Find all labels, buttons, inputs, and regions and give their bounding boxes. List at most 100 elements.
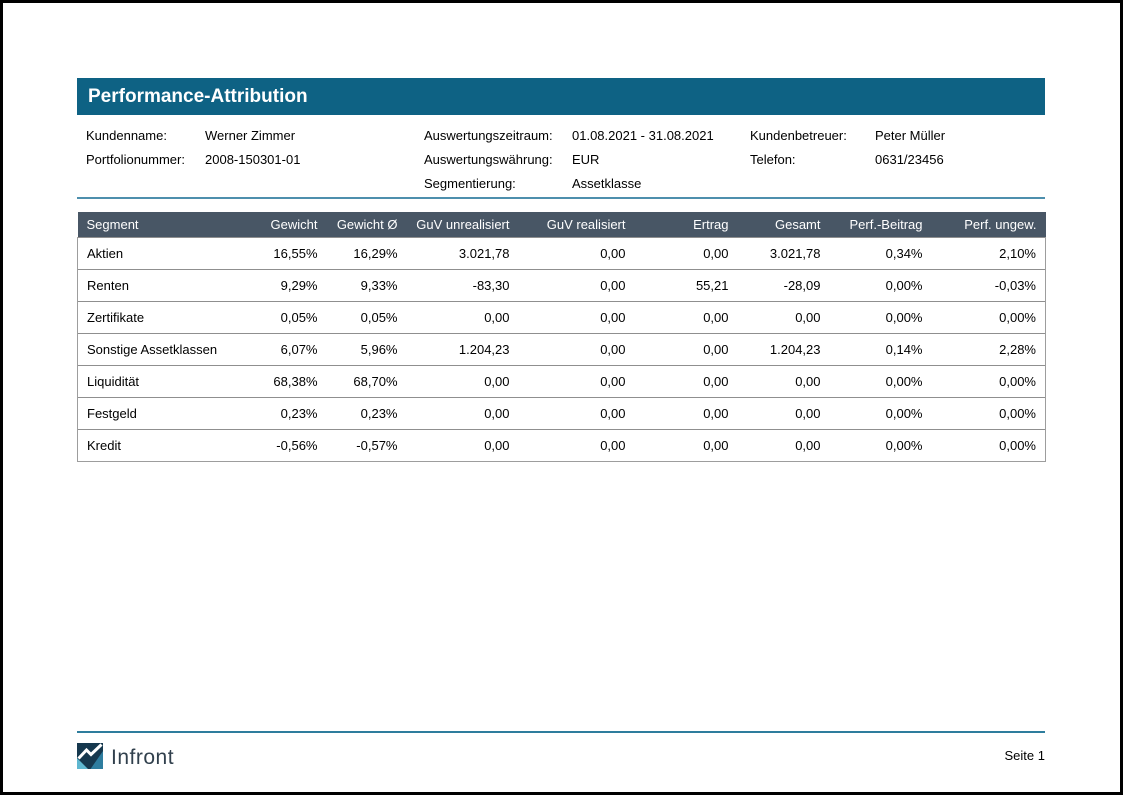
column-header-guv-realisiert: GuV realisiert xyxy=(518,212,635,238)
table-row: Festgeld 0,23% 0,23% 0,00 0,00 0,00 0,00 0,00% 0… xyxy=(77,397,1046,430)
value-cell: 0,00 xyxy=(634,237,738,270)
value-cell: 0,00% xyxy=(829,365,932,398)
segment-cell: Zertifikate xyxy=(77,301,239,334)
segment-cell: Renten xyxy=(77,269,239,302)
value-cell: -0,56% xyxy=(238,429,327,462)
infront-logo-icon xyxy=(77,743,103,769)
page-number: Seite 1 xyxy=(1004,748,1045,763)
value-cell: 0,00 xyxy=(406,365,519,398)
value-cell: 0,00 xyxy=(518,333,635,366)
segment-table: Segment Gewicht Gewicht Ø GuV unrealisie… xyxy=(77,212,1046,462)
value-cell: 0,00% xyxy=(829,269,932,302)
value-cell: 0,00% xyxy=(829,429,932,462)
kundenname-label: Kundenname: xyxy=(86,128,167,143)
column-header-gewicht: Gewicht xyxy=(238,212,327,238)
value-cell: 3.021,78 xyxy=(737,237,830,270)
value-cell: 0,14% xyxy=(829,333,932,366)
value-cell: 0,00 xyxy=(518,237,635,270)
kundenname-value: Werner Zimmer xyxy=(205,128,296,143)
value-cell: 68,38% xyxy=(238,365,327,398)
zeitraum-label: Auswertungszeitraum: xyxy=(424,128,553,143)
table-row: Kredit -0,56% -0,57% 0,00 0,00 0,00 0,00 0,00% 0… xyxy=(77,429,1046,462)
column-header-perf-beitrag: Perf.-Beitrag xyxy=(829,212,932,238)
value-cell: 55,21 xyxy=(634,269,738,302)
value-cell: 1.204,23 xyxy=(737,333,830,366)
page-title: Performance-Attribution xyxy=(88,86,308,107)
value-cell: 0,23% xyxy=(326,397,407,430)
value-cell: 2,10% xyxy=(931,237,1046,270)
value-cell: 6,07% xyxy=(238,333,327,366)
value-cell: 0,00% xyxy=(931,301,1046,334)
value-cell: -28,09 xyxy=(737,269,830,302)
value-cell: -0,57% xyxy=(326,429,407,462)
value-cell: 9,33% xyxy=(326,269,407,302)
column-header-gesamt: Gesamt xyxy=(737,212,830,238)
value-cell: -83,30 xyxy=(406,269,519,302)
value-cell: 0,23% xyxy=(238,397,327,430)
value-cell: 3.021,78 xyxy=(406,237,519,270)
column-header-gewicht-avg: Gewicht Ø xyxy=(326,212,407,238)
column-header-ertrag: Ertrag xyxy=(634,212,738,238)
value-cell: 0,05% xyxy=(326,301,407,334)
value-cell: 0,00 xyxy=(737,429,830,462)
brand-name: Infront xyxy=(111,746,175,769)
value-cell: 0,00 xyxy=(634,301,738,334)
column-header-segment: Segment xyxy=(77,212,239,238)
portfolionummer-value: 2008-150301-01 xyxy=(205,152,301,167)
segment-cell: Aktien xyxy=(77,237,239,270)
value-cell: 2,28% xyxy=(931,333,1046,366)
value-cell: 0,00 xyxy=(737,397,830,430)
telefon-label: Telefon: xyxy=(750,152,796,167)
value-cell: 0,00% xyxy=(931,365,1046,398)
segmentierung-label: Segmentierung: xyxy=(424,176,516,191)
table-row: Sonstige Assetklassen 6,07% 5,96% 1.204,23 0… xyxy=(77,333,1046,366)
table-header-row: Segment Gewicht Gewicht Ø GuV unrealisie… xyxy=(77,212,1046,238)
value-cell: 9,29% xyxy=(238,269,327,302)
column-header-guv-unrealisiert: GuV unrealisiert xyxy=(406,212,519,238)
segment-cell: Liquidität xyxy=(77,365,239,398)
title-bar: Performance-Attribution xyxy=(77,78,1045,115)
waehrung-value: EUR xyxy=(572,152,600,167)
waehrung-label: Auswertungswährung: xyxy=(424,152,553,167)
value-cell: 0,00% xyxy=(931,397,1046,430)
segmentierung-value: Assetklasse xyxy=(572,176,642,191)
betreuer-value: Peter Müller xyxy=(875,128,946,143)
value-cell: 0,00 xyxy=(518,269,635,302)
value-cell: 0,00% xyxy=(829,397,932,430)
betreuer-label: Kundenbetreuer: xyxy=(750,128,847,143)
value-cell: 0,00% xyxy=(829,301,932,334)
portfolionummer-label: Portfolionummer: xyxy=(86,152,185,167)
value-cell: 0,00 xyxy=(634,333,738,366)
value-cell: 0,00 xyxy=(518,397,635,430)
table-row: Zertifikate 0,05% 0,05% 0,00 0,00 0,00 0,00 0,0… xyxy=(77,301,1046,334)
value-cell: 0,00 xyxy=(406,397,519,430)
value-cell: 68,70% xyxy=(326,365,407,398)
value-cell: 0,05% xyxy=(238,301,327,334)
segment-cell: Festgeld xyxy=(77,397,239,430)
value-cell: 0,34% xyxy=(829,237,932,270)
value-cell: 0,00 xyxy=(518,365,635,398)
telefon-value: 0631/23456 xyxy=(875,152,944,167)
column-header-perf-ungew: Perf. ungew. xyxy=(931,212,1046,238)
value-cell: 0,00 xyxy=(406,429,519,462)
value-cell: 1.204,23 xyxy=(406,333,519,366)
value-cell: 0,00 xyxy=(634,365,738,398)
value-cell: 16,55% xyxy=(238,237,327,270)
table-row: Aktien 16,55% 16,29% 3.021,78 0,00 0,00 3.021,… xyxy=(77,237,1046,270)
value-cell: 5,96% xyxy=(326,333,407,366)
value-cell: 0,00 xyxy=(518,301,635,334)
value-cell: -0,03% xyxy=(931,269,1046,302)
value-cell: 0,00 xyxy=(518,429,635,462)
value-cell: 0,00 xyxy=(634,397,738,430)
value-cell: 0,00% xyxy=(931,429,1046,462)
segment-cell: Kredit xyxy=(77,429,239,462)
segment-cell: Sonstige Assetklassen xyxy=(77,333,239,366)
zeitraum-value: 01.08.2021 - 31.08.2021 xyxy=(572,128,714,143)
header-divider xyxy=(77,197,1045,199)
table-row: Renten 9,29% 9,33% -83,30 0,00 55,21 -28,09 0,0… xyxy=(77,269,1046,302)
value-cell: 0,00 xyxy=(634,429,738,462)
value-cell: 0,00 xyxy=(737,301,830,334)
table-row: Liquidität 68,38% 68,70% 0,00 0,00 0,00 0,00 0,… xyxy=(77,365,1046,398)
value-cell: 16,29% xyxy=(326,237,407,270)
